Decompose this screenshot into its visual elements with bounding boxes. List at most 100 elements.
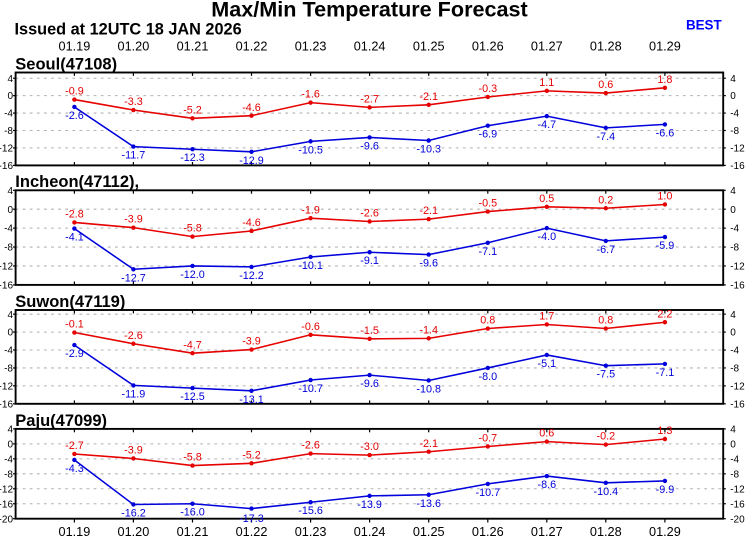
svg-text:-20: -20 [730,514,745,525]
svg-text:-9.6: -9.6 [360,378,379,390]
svg-text:-8.0: -8.0 [478,371,497,383]
svg-text:-4: -4 [730,224,739,235]
svg-text:-7.4: -7.4 [596,131,615,143]
svg-text:-16: -16 [730,281,745,292]
svg-text:-0.5: -0.5 [478,198,497,210]
svg-text:-2.1: -2.1 [419,438,438,450]
svg-text:4: 4 [7,74,13,85]
svg-text:-16: -16 [730,499,745,510]
svg-text:-10.3: -10.3 [416,144,441,156]
svg-text:-17.3: -17.3 [239,513,264,525]
svg-text:-0.6: -0.6 [301,321,320,333]
svg-text:-5.9: -5.9 [656,240,675,252]
svg-text:-7.5: -7.5 [596,369,615,381]
svg-text:-12: -12 [0,262,13,273]
svg-text:01.22: 01.22 [236,40,268,54]
svg-text:-16: -16 [730,399,745,410]
svg-text:-12: -12 [730,484,745,495]
svg-text:01.29: 01.29 [649,525,681,539]
svg-text:1.3: 1.3 [657,425,672,437]
svg-text:01.20: 01.20 [118,525,150,539]
svg-text:-8: -8 [4,126,13,137]
svg-text:-13.9: -13.9 [357,499,382,511]
svg-text:0: 0 [730,328,736,339]
svg-text:-13.6: -13.6 [416,498,441,510]
svg-text:-0.1: -0.1 [65,319,84,331]
svg-text:1.0: 1.0 [657,191,672,203]
svg-text:-0.7: -0.7 [478,433,497,445]
svg-text:-6.6: -6.6 [656,127,675,139]
svg-text:-10.7: -10.7 [298,383,323,395]
svg-text:1.1: 1.1 [539,77,554,89]
svg-text:-12.0: -12.0 [180,269,205,281]
svg-text:-16: -16 [0,499,13,510]
svg-text:4: 4 [7,186,13,197]
svg-text:-16.2: -16.2 [121,508,146,520]
svg-text:-16: -16 [0,399,13,410]
svg-text:-2.6: -2.6 [124,330,143,342]
svg-text:-10.7: -10.7 [475,487,500,499]
svg-text:01.24: 01.24 [354,40,386,54]
svg-text:-12: -12 [730,144,745,155]
svg-text:01.27: 01.27 [531,525,563,539]
svg-text:-12: -12 [0,484,13,495]
svg-text:4: 4 [730,74,736,85]
svg-text:-4.3: -4.3 [65,463,84,475]
svg-text:Max/Min Temperature Forecast: Max/Min Temperature Forecast [211,0,527,21]
svg-text:01.20: 01.20 [118,40,150,54]
svg-text:-3.9: -3.9 [242,336,261,348]
svg-text:-12.9: -12.9 [239,155,264,167]
svg-text:0.8: 0.8 [598,315,613,327]
svg-text:-2.6: -2.6 [360,208,379,220]
svg-text:-8.6: -8.6 [537,479,556,491]
svg-text:-8: -8 [730,469,739,480]
svg-text:-5.8: -5.8 [183,452,202,464]
svg-text:-8: -8 [4,364,13,375]
svg-text:-4.1: -4.1 [65,232,84,244]
svg-text:-16: -16 [0,161,13,172]
svg-text:0: 0 [7,205,13,216]
svg-text:01.24: 01.24 [354,525,386,539]
svg-text:01.23: 01.23 [295,525,327,539]
svg-text:01.21: 01.21 [177,525,209,539]
svg-text:-0.2: -0.2 [596,431,615,443]
svg-text:-8: -8 [730,243,739,254]
svg-text:-9.1: -9.1 [360,255,379,267]
svg-text:-12: -12 [730,262,745,273]
svg-text:-4.6: -4.6 [242,217,261,229]
svg-text:-10.5: -10.5 [298,144,323,156]
svg-text:-16: -16 [730,161,745,172]
svg-text:-5.2: -5.2 [183,104,202,116]
svg-text:-1.6: -1.6 [301,89,320,101]
svg-text:0: 0 [730,205,736,216]
svg-text:-12.2: -12.2 [239,270,264,282]
svg-text:-8: -8 [4,469,13,480]
svg-text:-8: -8 [4,243,13,254]
svg-text:-7.1: -7.1 [656,367,675,379]
svg-text:0.8: 0.8 [480,315,495,327]
svg-text:-13.1: -13.1 [239,394,264,406]
svg-text:-5.8: -5.8 [183,223,202,235]
svg-text:Issued at 12UTC 18 JAN 2026: Issued at 12UTC 18 JAN 2026 [15,20,242,38]
svg-text:0.2: 0.2 [598,194,613,206]
svg-text:0.5: 0.5 [539,193,554,205]
svg-text:-4: -4 [4,346,13,357]
svg-text:Incheon(47112),: Incheon(47112), [15,173,139,191]
svg-text:-6.7: -6.7 [596,244,615,256]
svg-text:-5.1: -5.1 [537,358,556,370]
svg-text:-4: -4 [4,454,13,465]
svg-text:4: 4 [7,310,13,321]
svg-text:01.19: 01.19 [59,40,91,54]
svg-text:-1.9: -1.9 [301,204,320,216]
svg-text:-5.2: -5.2 [242,449,261,461]
svg-text:BEST: BEST [686,18,723,33]
svg-text:1.8: 1.8 [657,74,672,86]
svg-text:01.22: 01.22 [236,525,268,539]
svg-text:-0.9: -0.9 [65,86,84,98]
svg-text:01.26: 01.26 [472,40,504,54]
svg-text:01.28: 01.28 [590,40,622,54]
svg-text:01.21: 01.21 [177,40,209,54]
svg-text:-12.5: -12.5 [180,391,205,403]
svg-text:-2.1: -2.1 [419,205,438,217]
svg-text:0: 0 [7,328,13,339]
